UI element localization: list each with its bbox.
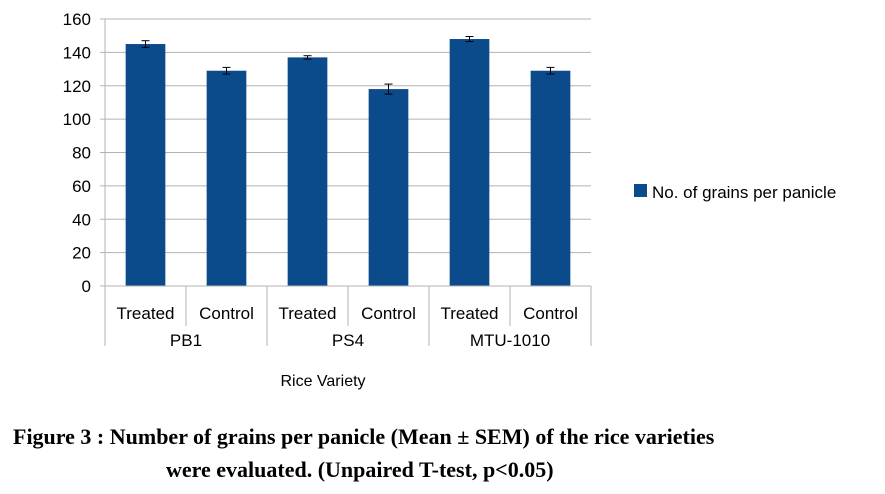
bar [368, 89, 409, 287]
x-category-label: Control [523, 304, 578, 323]
y-tick-label: 140 [63, 43, 91, 62]
y-tick-label: 40 [72, 210, 91, 229]
caption-line-1: Figure 3 : Number of grains per panicle … [13, 424, 715, 449]
y-tick-label: 60 [72, 177, 91, 196]
y-tick-label: 0 [82, 277, 91, 296]
caption-line-2: were evaluated. (Unpaired T-test, p<0.05… [166, 457, 554, 482]
y-tick-label: 20 [72, 244, 91, 263]
legend-label: No. of grains per panicle [652, 183, 836, 202]
bar [449, 39, 490, 287]
y-tick-label: 80 [72, 144, 91, 163]
x-category-label: Treated [279, 304, 337, 323]
legend: No. of grains per panicle [634, 183, 836, 202]
x-category-label: Control [361, 304, 416, 323]
bar [530, 70, 571, 286]
bar-chart: 0 20 40 60 80 100 120 140 160 Treated Control Treat… [63, 10, 837, 390]
bar [125, 44, 166, 286]
y-tick-label: 100 [63, 110, 91, 129]
gridlines [105, 18, 591, 254]
y-tick-label: 120 [63, 77, 91, 96]
bars [125, 36, 571, 287]
bar [287, 57, 328, 286]
y-tick-label: 160 [63, 10, 91, 29]
x-group-label: PS4 [332, 331, 364, 350]
legend-swatch [634, 184, 647, 197]
x-group-label: MTU-1010 [470, 331, 550, 350]
bar [206, 70, 247, 286]
axes: 0 20 40 60 80 100 120 140 160 Treated Control Treat… [63, 10, 592, 350]
x-group-label: PB1 [170, 331, 202, 350]
x-category-label: Treated [441, 304, 499, 323]
x-category-label: Treated [117, 304, 175, 323]
x-axis-title: Rice Variety [280, 373, 365, 390]
x-category-label: Control [199, 304, 254, 323]
